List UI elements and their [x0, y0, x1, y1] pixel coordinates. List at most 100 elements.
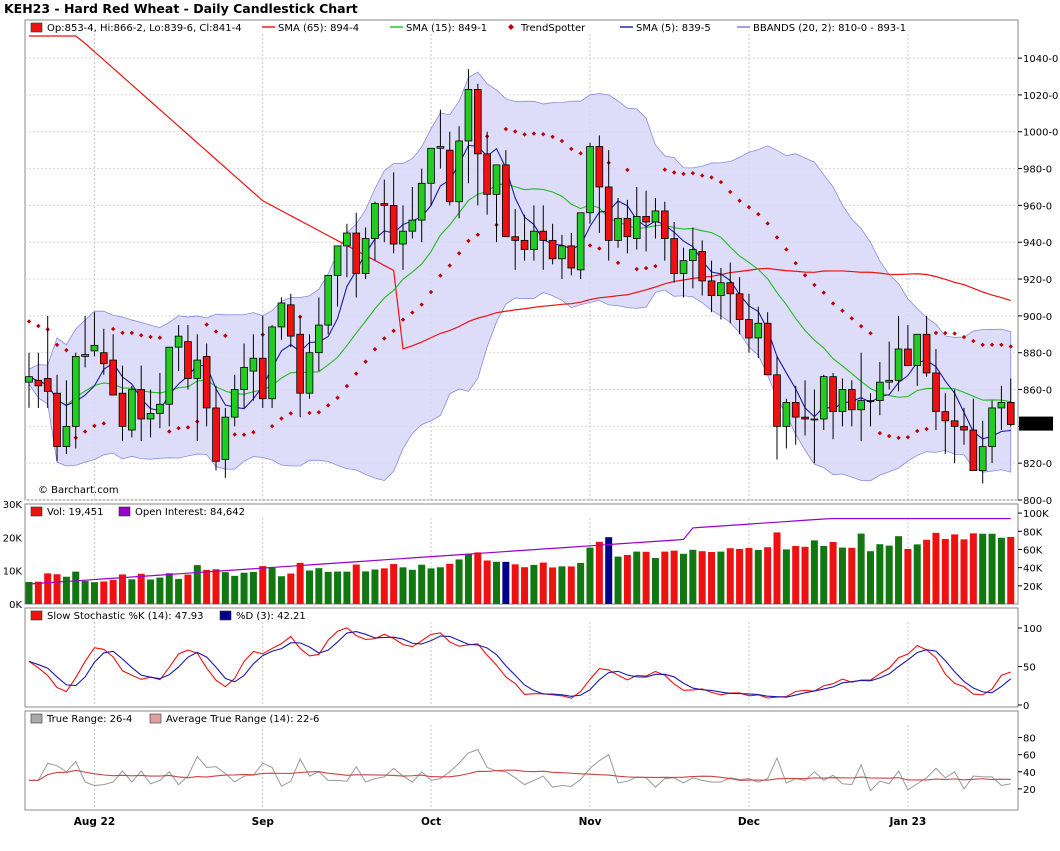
- oi-y-tick: 40K: [1023, 564, 1043, 575]
- trendspotter-point: [54, 342, 60, 348]
- volume-bar: [502, 561, 510, 604]
- trendspotter-point: [157, 335, 163, 340]
- legend-bg-stoch: [26, 609, 1017, 622]
- legend-swatch-tr: [149, 713, 162, 724]
- candle-body: [913, 333, 922, 366]
- trendspotter-point: [400, 317, 406, 322]
- candle-body: [146, 413, 155, 420]
- volume-bar: [44, 573, 52, 604]
- volume-bar: [941, 539, 949, 604]
- volume-bar: [661, 551, 669, 604]
- volume-y-tick: 20K: [3, 533, 23, 544]
- volume-bar: [62, 576, 70, 604]
- candle-body: [960, 425, 968, 431]
- candle-body: [632, 216, 641, 239]
- trendspotter-point: [868, 331, 873, 336]
- sma65-line: [29, 35, 1011, 350]
- legend-swatch-tr: [30, 713, 43, 724]
- candle-body: [165, 346, 174, 405]
- trendspotter-point: [428, 289, 434, 295]
- trendspotter-point: [625, 167, 630, 173]
- candle-body: [34, 379, 43, 387]
- candle-body: [754, 322, 763, 339]
- candle-body: [315, 324, 323, 354]
- candle-body: [343, 232, 351, 247]
- candle-body: [782, 402, 791, 427]
- candle-body: [492, 164, 501, 195]
- candle-body: [305, 352, 314, 394]
- y-tick-label: 900-0: [1023, 312, 1052, 323]
- sma15-line: [28, 183, 1011, 407]
- candle-body: [445, 149, 454, 203]
- sma5-line: [28, 144, 1011, 440]
- trendspotter-point: [438, 273, 443, 278]
- volume-bar: [371, 569, 379, 604]
- candle-body: [726, 282, 735, 295]
- y-tick-label: 960-0: [1023, 201, 1052, 212]
- legend-label-price: SMA (15): 849-1: [406, 23, 487, 34]
- candle-body: [698, 251, 706, 282]
- volume-bar: [521, 567, 529, 604]
- volume-bar: [717, 551, 725, 604]
- trendspotter-point: [223, 333, 228, 338]
- volume-bar: [997, 537, 1005, 604]
- tr-y-tick: 60: [1023, 751, 1036, 762]
- trendspotter-point: [410, 310, 415, 315]
- trendspotter-point: [718, 179, 724, 185]
- trendspotter-point: [989, 342, 995, 347]
- volume-bar: [408, 569, 416, 604]
- trendspotter-point: [391, 328, 396, 334]
- trendspotter-point: [830, 301, 836, 306]
- trendspotter-point: [241, 432, 247, 437]
- trendspotter-point: [326, 403, 331, 408]
- volume-bar: [511, 564, 519, 604]
- volume-bar: [221, 572, 229, 604]
- candle-body: [511, 236, 519, 241]
- candle-body: [249, 357, 258, 372]
- candle-body: [483, 153, 491, 195]
- volume-bar: [876, 544, 884, 604]
- tr-y-tick: 80: [1023, 734, 1036, 745]
- volume-bar: [764, 547, 772, 604]
- volume-bar: [867, 551, 874, 604]
- candle-body: [427, 147, 435, 184]
- trendspotter-point: [728, 189, 733, 195]
- candle-body: [988, 407, 996, 448]
- candle-body: [745, 319, 753, 339]
- volume-bar: [212, 569, 220, 604]
- volume-bar: [464, 554, 472, 604]
- oi-y-tick: 60K: [1023, 545, 1043, 556]
- x-tick-label: Sep: [252, 816, 275, 828]
- volume-bar: [352, 564, 360, 604]
- trendspotter-point: [316, 410, 322, 415]
- candle-body: [436, 146, 445, 149]
- candle-body: [156, 403, 164, 414]
- volume-bar: [156, 577, 164, 604]
- volume-bar: [147, 579, 155, 604]
- volume-bar: [698, 551, 706, 604]
- volume-bar: [34, 581, 42, 604]
- candle-body: [100, 352, 108, 365]
- candle-body: [221, 416, 230, 460]
- trendspotter-point: [569, 146, 574, 152]
- candle-body: [539, 230, 548, 241]
- volume-bar: [240, 572, 248, 604]
- candle-body: [71, 355, 80, 427]
- legend-swatch-stoch: [30, 610, 43, 621]
- volume-bar: [418, 564, 426, 604]
- candle-body: [380, 203, 389, 206]
- trendspotter-point: [737, 198, 742, 203]
- y-tick-label: 1040-0: [1023, 54, 1058, 65]
- trendspotter-point: [475, 232, 480, 237]
- trendspotter-point: [653, 263, 658, 269]
- candle-body: [25, 376, 33, 383]
- trendspotter-point: [961, 334, 967, 340]
- trendspotter-point: [101, 421, 106, 426]
- trendspotter-point: [671, 170, 677, 175]
- candle-body: [62, 425, 71, 448]
- trendspotter-point: [139, 333, 144, 338]
- candle-body: [651, 210, 660, 223]
- volume-bar: [493, 561, 500, 604]
- volume-bar: [203, 569, 211, 604]
- candle-body: [604, 186, 613, 241]
